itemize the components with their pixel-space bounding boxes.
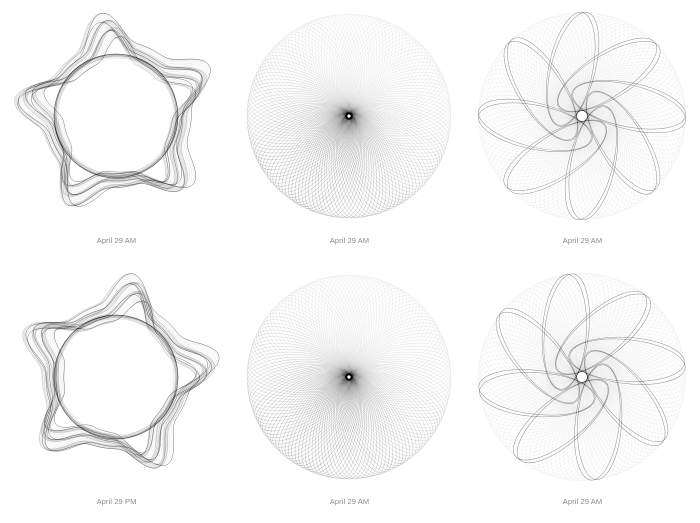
- artwork-caption: April 29 AM: [562, 497, 603, 506]
- artwork-caption: April 29 AM: [329, 497, 370, 506]
- gallery-item[interactable]: April 29 AM: [233, 0, 466, 261]
- gallery-item[interactable]: April 29 AM: [466, 261, 699, 522]
- spirograph-artwork: [246, 13, 452, 219]
- spirograph-artwork: [22, 273, 220, 469]
- spirograph-artwork: [478, 12, 686, 220]
- artwork-caption: April 29 PM: [96, 497, 137, 506]
- spirograph-artwork: [478, 273, 686, 481]
- artwork-caption: April 29 AM: [562, 236, 603, 245]
- artwork-caption: April 29 AM: [329, 236, 370, 245]
- gallery-item[interactable]: April 29 PM: [0, 261, 233, 522]
- gallery-item[interactable]: April 29 AM: [233, 261, 466, 522]
- gallery-item[interactable]: April 29 AM: [0, 0, 233, 261]
- spirograph-artwork: [246, 274, 452, 480]
- artwork-caption: April 29 AM: [96, 236, 137, 245]
- spirograph-artwork: [14, 12, 211, 207]
- gallery-item[interactable]: April 29 AM: [466, 0, 699, 261]
